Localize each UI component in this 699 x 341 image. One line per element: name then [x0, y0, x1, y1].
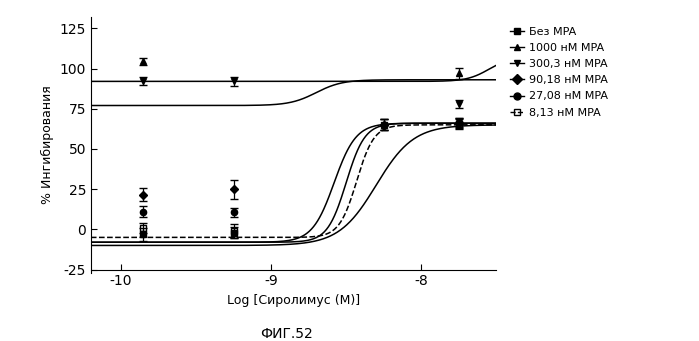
Y-axis label: % Ингибирования: % Ингибирования	[41, 86, 54, 204]
Legend: Без MPA, 1000 нМ MPA, 300,3 нМ MPA, 90,18 нМ MPA, 27,08 нМ MPA, 8,13 нМ MPA: Без MPA, 1000 нМ MPA, 300,3 нМ MPA, 90,1…	[506, 23, 613, 122]
Text: ФИГ.52: ФИГ.52	[260, 327, 313, 341]
X-axis label: Log [Сиролимус (M)]: Log [Сиролимус (M)]	[227, 294, 360, 307]
